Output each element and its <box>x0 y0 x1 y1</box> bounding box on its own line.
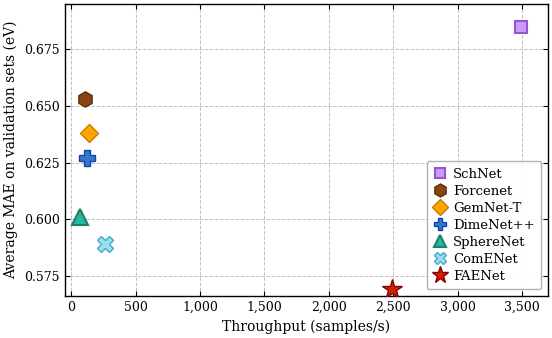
Legend: SchNet, Forcenet, GemNet-T, DimeNet++, SphereNet, ComENet, FAENet: SchNet, Forcenet, GemNet-T, DimeNet++, S… <box>427 162 542 289</box>
Y-axis label: Average MAE on validation sets (eV): Average MAE on validation sets (eV) <box>4 21 19 279</box>
X-axis label: Throughput (samples/s): Throughput (samples/s) <box>222 319 390 334</box>
